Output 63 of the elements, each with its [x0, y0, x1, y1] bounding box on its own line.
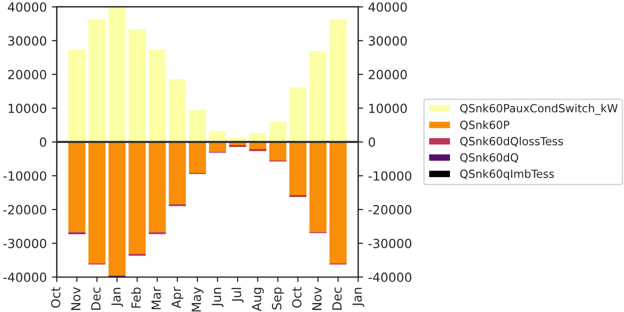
y2-tick-label: 20000	[368, 70, 407, 80]
x-tick-label: Feb	[131, 287, 141, 308]
x-tick-label: May	[192, 287, 204, 312]
y-tick-label: 10000	[8, 104, 46, 114]
x-tick-label: Jan	[352, 288, 364, 307]
bar	[68, 142, 86, 232]
bar	[309, 51, 327, 142]
bar	[208, 131, 226, 142]
y2-tick-label: -20000	[368, 204, 412, 214]
x-tick-label: Dec	[332, 288, 342, 310]
y2-tick-label: 0	[368, 137, 376, 147]
bar	[148, 142, 166, 232]
bar	[188, 110, 206, 142]
bar	[330, 142, 347, 264]
bar	[168, 79, 186, 142]
x-tick-label: Aug	[252, 288, 264, 312]
x-tick-label: Nov	[312, 287, 322, 310]
x-tick-label: Jun	[212, 288, 224, 307]
legend-label: QSnk60PauxCondSwitch_kW	[460, 104, 618, 115]
legend-label: QSnk60dQ	[460, 153, 518, 163]
bar	[188, 142, 206, 174]
y-tick-label: -20000	[3, 204, 46, 214]
bar	[289, 142, 306, 195]
x-tick-label: Oct	[292, 287, 302, 308]
x-tick-label: Oct	[50, 287, 60, 308]
y2-tick-label: 10000	[369, 104, 407, 114]
x-tick-label: Dec	[91, 288, 101, 310]
x-tick-label: Mar	[152, 286, 161, 310]
bar	[289, 194, 306, 198]
bar	[88, 142, 106, 264]
bar	[128, 29, 146, 142]
y-tick-label: -30000	[3, 238, 46, 248]
y2-tick-label: 30000	[368, 36, 407, 46]
y-tick-label: -40000	[3, 272, 46, 282]
y-tick-label: 20000	[8, 70, 46, 80]
bar	[309, 142, 327, 232]
bar	[269, 122, 286, 142]
bar	[269, 142, 286, 161]
bar	[168, 142, 186, 204]
bar	[108, 142, 126, 276]
x-tick-label: Jul	[232, 288, 244, 303]
x-tick-label: Apr	[172, 286, 184, 308]
y-tick-label: 40000	[8, 2, 46, 12]
y-tick-label: 30000	[8, 36, 46, 46]
x-tick-label: Jan	[111, 288, 124, 307]
y-tick-label: 0	[40, 137, 46, 147]
bar	[330, 19, 347, 142]
legend-label: QSnk60dQlossTess	[460, 136, 564, 147]
legend-label: QSnk60P	[460, 120, 510, 130]
x-tick-label: Sep	[272, 287, 284, 310]
bar	[128, 142, 146, 254]
y-tick-label: -10000	[3, 171, 46, 181]
bar	[289, 87, 306, 142]
legend-label: QSnk60qImbTess	[460, 169, 554, 180]
y2-tick-label: -10000	[368, 171, 412, 181]
bar	[88, 19, 106, 142]
y2-tick-label: -30000	[368, 238, 412, 248]
bar	[108, 6, 126, 142]
y2-tick-label: 40000	[368, 2, 407, 12]
bar	[148, 50, 166, 142]
x-tick-label: Nov	[71, 287, 81, 310]
bar	[68, 50, 86, 142]
y2-tick-label: -40000	[368, 272, 412, 282]
